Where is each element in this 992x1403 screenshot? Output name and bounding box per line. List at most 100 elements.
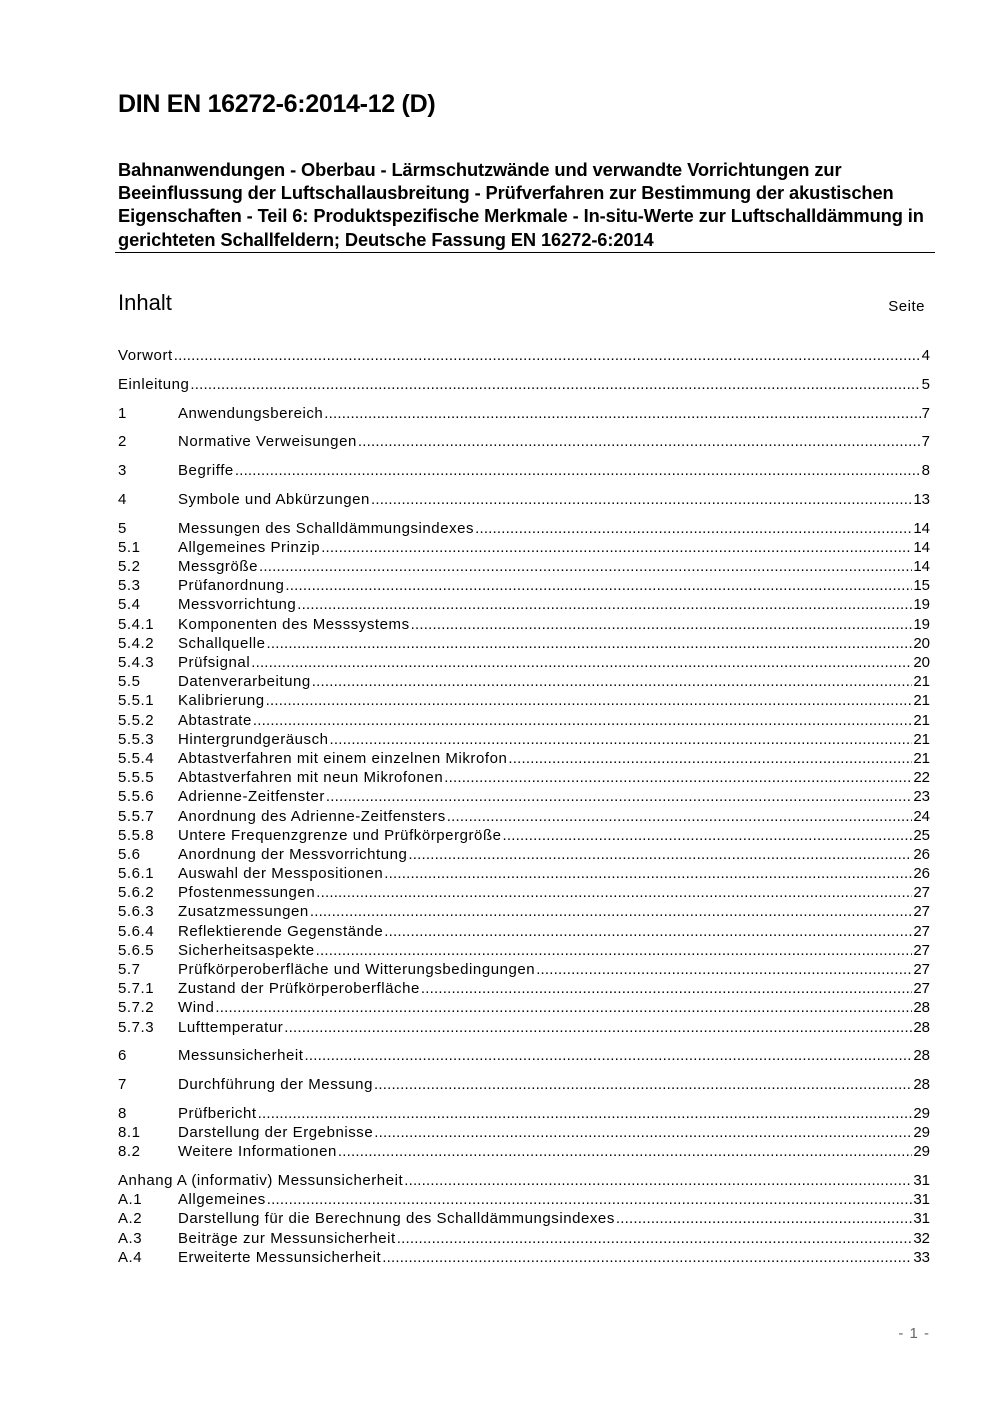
toc-entry[interactable]: Anhang A (informativ) Messunsicherheit 31 [118,1172,930,1191]
toc-entry[interactable]: 5.5.8 Untere Frequenzgrenze und Prüfkörpe… [118,827,930,846]
toc-entry-page: 21 [913,692,930,710]
toc-entry-number: 4 [118,490,127,508]
toc-entry[interactable]: 5 Messungen des Schalldämmungsindexes 14 [118,520,930,539]
toc-entry[interactable]: 5.4.3 Prüfsignal 20 [118,654,930,673]
toc-entry[interactable]: 5.2 Messgröße 14 [118,558,930,577]
toc-entry-number: 5.6.5 [118,941,155,959]
dot-leader [297,596,912,613]
dot-leader [384,923,912,940]
toc-entry-page: 19 [913,596,930,614]
toc-entry-title: Kalibrierung [178,692,265,710]
toc-entry-number: 5.6.4 [118,922,155,940]
toc-entry-number: 5.5 [118,673,141,691]
toc-entry[interactable]: A.4 Erweiterte Messunsicherheit 33 [118,1249,930,1268]
toc-entry[interactable]: 5.1 Allgemeines Prinzip 14 [118,539,930,558]
toc-entry-title: Vorwort [118,347,173,364]
dot-leader [326,788,912,805]
toc-entry[interactable]: 6 Messunsicherheit 28 [118,1047,930,1066]
dot-leader [536,961,912,978]
toc-entry[interactable]: 5.5.6 Adrienne-Zeitfenster 23 [118,788,930,807]
toc-entry[interactable]: 5.4 Messvorrichtung 19 [118,596,930,615]
toc-entry-title: Schallquelle [178,634,266,652]
toc-entry[interactable]: Vorwort 4 [118,347,930,366]
toc-entry[interactable]: 3 Begriffe 8 [118,462,930,481]
toc-entry[interactable]: 5.5.1 Kalibrierung 21 [118,692,930,711]
toc-entry-page: 27 [913,922,930,940]
toc-entry[interactable]: 5.7 Prüfkörperoberfläche und Witterungsbe… [118,961,930,980]
toc-entry-page: 32 [913,1229,930,1247]
toc-entry-page: 15 [913,577,930,595]
toc-entry-number: 1 [118,404,127,422]
toc-entry[interactable]: 5.4.2 Schallquelle 20 [118,635,930,654]
toc-entry[interactable]: 5.5.5 Abtastverfahren mit neun Mikrofonen… [118,769,930,788]
toc-entry-number: 5.4.3 [118,654,155,671]
dot-leader [174,347,921,364]
toc-entry[interactable]: 5.6.2 Pfostenmessungen 27 [118,884,930,903]
toc-entry[interactable]: 5.6.4 Reflektierende Gegenstände 27 [118,923,930,942]
toc-entry[interactable]: 8.1 Darstellung der Ergebnisse 29 [118,1124,930,1143]
toc-entry-number: 5.6.3 [118,903,155,921]
toc-entry-number: 5.5.8 [118,826,155,844]
toc-entry-page: 14 [913,558,930,576]
dot-leader [330,731,913,748]
toc-entry[interactable]: 8.2 Weitere Informationen 29 [118,1143,930,1162]
toc-entry[interactable]: 5.5.4 Abtastverfahren mit einem einzelnen… [118,750,930,769]
toc-entry-title: Zusatzmessungen [178,903,309,921]
toc-entry[interactable]: A.2 Darstellung für die Berechnung des Sc… [118,1210,930,1229]
toc-entry[interactable]: 5.7.2 Wind 28 [118,999,930,1018]
toc-entry[interactable]: 5.5.3 Hintergrundgeräusch 21 [118,731,930,750]
toc-entry-number: 5 [118,519,127,537]
toc-entry[interactable]: 5.3 Prüfanordnung 15 [118,577,930,596]
toc-entry[interactable]: 2 Normative Verweisungen 7 [118,433,930,452]
toc-group: 3 Begriffe 8 [118,462,930,481]
dot-leader [358,433,921,450]
toc-entry[interactable]: 5.5.2 Abtastrate 21 [118,712,930,731]
toc-entry-number: 5.6 [118,845,141,863]
toc-entry-title: Messunsicherheit [178,1047,304,1065]
toc-entry[interactable]: A.1 Allgemeines 31 [118,1191,930,1210]
dot-leader [408,846,912,863]
toc-entry[interactable]: 7 Durchführung der Messung 28 [118,1076,930,1095]
toc-entry-number: 8.1 [118,1124,141,1142]
toc-entry-number: A.4 [118,1248,143,1266]
toc-entry-title: Allgemeines [178,1191,266,1209]
toc-entry-title: Erweiterte Messunsicherheit [178,1248,382,1266]
dot-leader [310,903,912,920]
toc-entry-page: 8 [921,462,930,480]
dot-leader [374,1124,912,1141]
toc-entry[interactable]: 5.5.7 Anordnung des Adrienne-Zeitfensters… [118,808,930,827]
toc-entry-page: 28 [913,1047,930,1065]
toc-entry[interactable]: 4 Symbole und Abkürzungen 13 [118,491,930,510]
toc-entry-page: 14 [913,538,930,556]
toc-entry-number: A.1 [118,1191,143,1209]
toc-entry-page: 20 [913,654,930,671]
toc-entry[interactable]: 1 Anwendungsbereich 7 [118,405,930,424]
toc-group: 7 Durchführung der Messung 28 [118,1076,930,1095]
toc-entry[interactable]: 5.6.5 Sicherheitsaspekte 27 [118,942,930,961]
toc-entry[interactable]: 5.7.1 Zustand der Prüfkörperoberfläche 27 [118,980,930,999]
toc-entry[interactable]: Einleitung 5 [118,376,930,395]
toc-entry-number: 2 [118,433,127,451]
toc-entry-page: 26 [913,845,930,863]
dot-leader [316,942,913,959]
toc-entry[interactable]: 5.4.1 Komponenten des Messsystems 19 [118,616,930,635]
toc-entry-page: 21 [913,749,930,767]
toc-entry[interactable]: 5.5 Datenverarbeitung 21 [118,673,930,692]
dot-leader [508,750,912,767]
toc-entry-page: 26 [913,865,930,883]
toc-entry[interactable]: 5.6.1 Auswahl der Messpositionen 26 [118,865,930,884]
dot-leader [235,462,921,479]
toc-entry-page: 28 [913,1076,930,1094]
toc-entry-page: 19 [913,615,930,633]
dot-leader [374,1076,912,1093]
toc-entry-title: Messgröße [178,558,258,576]
toc-entry-title: Untere Frequenzgrenze und Prüfkörpergröß… [178,826,502,844]
toc-entry-page: 27 [913,941,930,959]
toc-entry[interactable]: A.3 Beiträge zur Messunsicherheit 32 [118,1230,930,1249]
toc-entry[interactable]: 5.6.3 Zusatzmessungen 27 [118,903,930,922]
toc-entry[interactable]: 5.6 Anordnung der Messvorrichtung 26 [118,846,930,865]
toc-entry[interactable]: 5.7.3 Lufttemperatur 28 [118,1019,930,1038]
toc-entry[interactable]: 8 Prüfbericht 29 [118,1105,930,1124]
toc-entry-title: Pfostenmessungen [178,884,316,902]
toc-entry-number: 5.2 [118,558,141,576]
